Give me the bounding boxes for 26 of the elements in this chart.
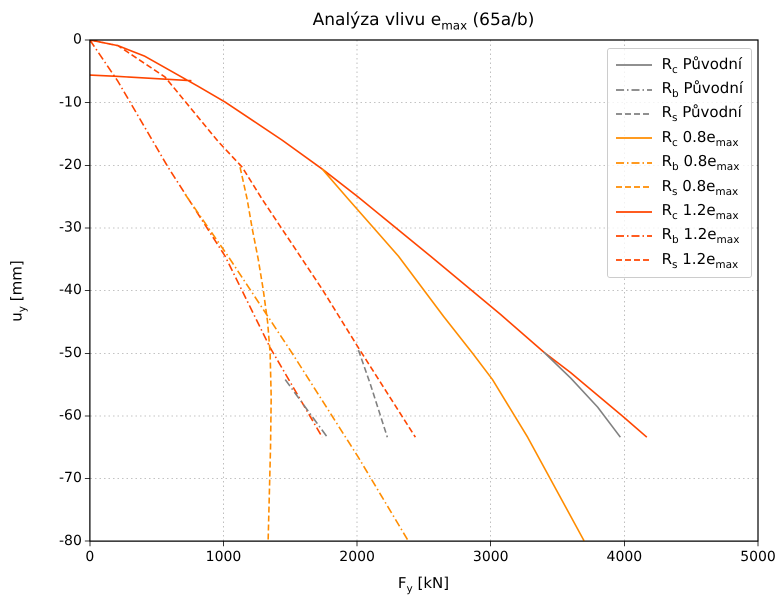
y-tick-label: -10 [58, 94, 82, 110]
legend-label: R$_{c}$ Původní [662, 54, 742, 76]
chart-title: Analýza vlivu e$_{max}$ (65a/b) [312, 10, 536, 32]
legend-label: R$_{s}$ 0.8e$_{max}$ [662, 176, 738, 198]
y-tick-label: -80 [58, 532, 82, 549]
legend-label: R$_{s}$ 1.2e$_{max}$ [662, 250, 738, 271]
legend-label: R$_{b}$ 0.8e$_{max}$ [662, 152, 740, 174]
legend-label: R$_{b}$ Původní [662, 79, 743, 100]
x-axis-title: F$_{y}$ [kN] [396, 574, 450, 595]
y-tick-label: -20 [58, 156, 82, 173]
y-tick-label: -40 [58, 282, 82, 298]
y-tick-label: -70 [58, 470, 82, 486]
x-tick-label: 1000 [206, 549, 242, 566]
x-tick-label: 5000 [740, 549, 776, 566]
y-tick-label: 0 [72, 32, 82, 48]
legend-label: R$_{s}$ Původní [662, 103, 742, 124]
legend-label: R$_{c}$ 1.2e$_{max}$ [662, 201, 739, 222]
x-tick-label: 0 [85, 549, 94, 566]
x-tick-label: 3000 [472, 549, 509, 566]
y-tick-label: -50 [58, 344, 82, 361]
y-tick-label: -60 [58, 408, 82, 424]
legend-label: R$_{c}$ 0.8e$_{max}$ [662, 128, 739, 149]
legend-label: R$_{b}$ 1.2e$_{max}$ [662, 225, 740, 246]
y-tick-label: -30 [58, 220, 82, 236]
x-tick-label: 2000 [339, 549, 375, 566]
x-tick-label: 4000 [606, 549, 642, 566]
